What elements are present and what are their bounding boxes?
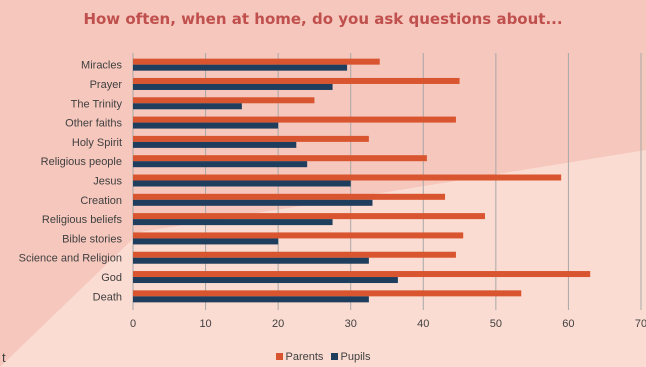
- bar-parents-creation: [133, 193, 446, 200]
- bar-parents-the-trinity: [133, 97, 315, 104]
- bar-pupils-holy-spirit: [133, 141, 297, 148]
- category-label-prayer: Prayer: [90, 79, 123, 91]
- bar-parents-religious-beliefs: [133, 213, 485, 220]
- x-tick-label-70: 70: [635, 318, 646, 330]
- category-label-science-and-religion: Science and Religion: [19, 253, 122, 265]
- bar-pupils-religious-people: [133, 161, 308, 168]
- bar-parents-science-and-religion: [133, 251, 456, 258]
- category-label-the-trinity: The Trinity: [71, 98, 123, 110]
- x-tick-label-30: 30: [345, 318, 357, 330]
- bar-parents-miracles: [133, 58, 380, 65]
- category-label-religious-beliefs: Religious beliefs: [42, 214, 123, 226]
- bar-pupils-science-and-religion: [133, 257, 369, 264]
- bar-pupils-bible-stories: [133, 238, 279, 245]
- x-tick-label-20: 20: [272, 318, 284, 330]
- chart-title: How often, when at home, do you ask ques…: [83, 10, 563, 28]
- bar-parents-bible-stories: [133, 232, 464, 239]
- x-tick-label-10: 10: [199, 318, 211, 330]
- bar-pupils-miracles: [133, 64, 348, 71]
- category-label-miracles: Miracles: [81, 60, 122, 72]
- bar-pupils-the-trinity: [133, 103, 242, 110]
- bar-pupils-religious-beliefs: [133, 219, 333, 226]
- category-label-bible-stories: Bible stories: [62, 233, 122, 245]
- x-axis-tick-labels: 0 10 20 30 40 50 60 70: [130, 318, 646, 330]
- bar-pupils-prayer: [133, 83, 333, 90]
- stray-text: t: [2, 350, 6, 365]
- bar-parents-prayer: [133, 77, 460, 84]
- category-label-religious-people: Religious people: [41, 156, 122, 168]
- x-tick-label-50: 50: [490, 318, 502, 330]
- legend-label-parents: Parents: [285, 351, 324, 363]
- legend: Parents Pupils: [0, 351, 646, 363]
- category-labels: Miracles Prayer The Trinity Other faiths Hol…: [19, 60, 123, 304]
- bar-parents-religious-people: [133, 155, 427, 162]
- bar-pupils-other-faiths: [133, 122, 279, 129]
- legend-item-parents: Parents: [275, 351, 324, 363]
- bar-parents-holy-spirit: [133, 135, 369, 142]
- category-label-god: God: [101, 272, 122, 284]
- category-label-other-faiths: Other faiths: [65, 118, 122, 130]
- legend-label-pupils: Pupils: [340, 351, 371, 363]
- legend-swatch-pupils: [330, 353, 338, 360]
- x-tick-label-0: 0: [130, 318, 136, 330]
- bar-parents-god: [133, 271, 591, 278]
- bar-pupils-god: [133, 277, 398, 284]
- legend-item-pupils: Pupils: [330, 351, 371, 363]
- bars: [133, 58, 591, 303]
- bar-parents-other-faiths: [133, 116, 456, 123]
- bar-pupils-jesus: [133, 180, 351, 187]
- category-label-jesus: Jesus: [93, 176, 122, 188]
- bar-parents-jesus: [133, 174, 562, 181]
- legend-swatch-parents: [275, 353, 283, 360]
- category-label-holy-spirit: Holy Spirit: [72, 137, 122, 149]
- bar-pupils-death: [133, 296, 369, 303]
- x-tick-label-60: 60: [562, 318, 574, 330]
- bar-pupils-creation: [133, 199, 373, 206]
- x-tick-label-40: 40: [417, 318, 429, 330]
- category-label-death: Death: [93, 291, 122, 303]
- category-label-creation: Creation: [80, 195, 122, 207]
- bar-parents-death: [133, 290, 522, 297]
